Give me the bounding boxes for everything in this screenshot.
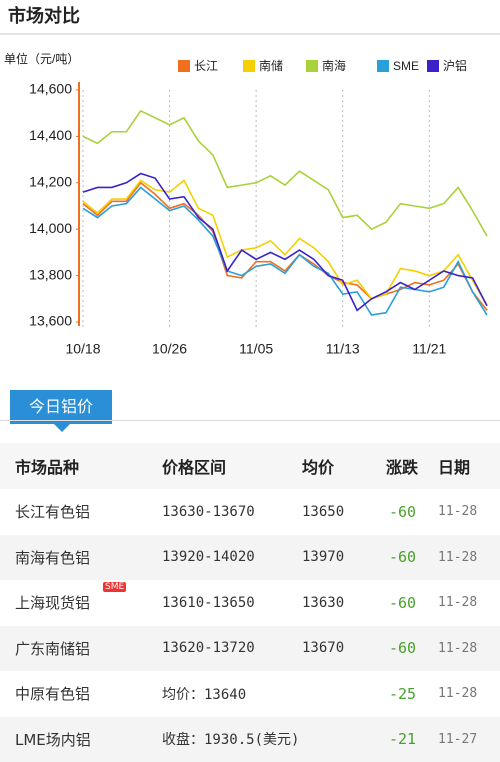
- column-header: 均价: [301, 443, 385, 489]
- x-tick-label: 10/26: [152, 341, 187, 357]
- legend-label: SME: [393, 59, 419, 73]
- cell-change: -60: [385, 535, 437, 581]
- cell-date: 11-27: [437, 717, 500, 762]
- cell-avg: [301, 671, 385, 717]
- cell-date: 11-28: [437, 489, 500, 535]
- column-header: 日期: [437, 443, 500, 489]
- y-tick-label: 14,400: [29, 127, 72, 143]
- cell-change: -60: [385, 489, 437, 535]
- cell-change: -60: [385, 580, 437, 626]
- cell-avg: [301, 717, 385, 762]
- cell-range: 13620-13720: [161, 626, 301, 672]
- legend-label: 南储: [259, 58, 283, 73]
- series-line: [83, 111, 487, 236]
- table-header: 市场品种价格区间均价涨跌日期: [0, 443, 500, 489]
- cell-change: -60: [385, 626, 437, 672]
- y-tick-label: 14,200: [29, 174, 72, 190]
- cell-range: 13610-13650: [161, 580, 301, 626]
- cell-name: 长江有色铝: [0, 489, 161, 535]
- legend-swatch: [243, 60, 255, 72]
- cell-change: -21: [385, 717, 437, 762]
- cell-name: 广东南储铝: [0, 626, 161, 672]
- cell-date: 11-28: [437, 535, 500, 581]
- legend-swatch: [377, 60, 389, 72]
- x-tick-label: 10/18: [65, 341, 100, 357]
- legend-label: 沪铝: [443, 58, 467, 73]
- tab[interactable]: 今日铝价: [10, 390, 112, 424]
- legend-label: 长江: [194, 59, 218, 73]
- badge: SME: [103, 582, 126, 592]
- cell-name: 南海有色铝: [0, 535, 161, 581]
- cell-avg: 13650: [301, 489, 385, 535]
- column-header: 价格区间: [161, 443, 301, 489]
- x-tick-label: 11/21: [412, 341, 446, 357]
- legend-swatch: [427, 60, 439, 72]
- legend-swatch: [306, 60, 318, 72]
- cell-change: -25: [385, 671, 437, 717]
- legend-label: 南海: [322, 58, 346, 73]
- y-tick-label: 14,600: [29, 81, 72, 97]
- x-tick-label: 11/13: [326, 341, 360, 357]
- cell-avg: 13670: [301, 626, 385, 672]
- cell-date: 11-28: [437, 671, 500, 717]
- x-tick-label: 11/05: [239, 341, 273, 357]
- column-header: 涨跌: [385, 443, 437, 489]
- legend-swatch: [178, 60, 190, 72]
- series-line: [83, 174, 487, 311]
- y-tick-label: 14,000: [29, 220, 72, 236]
- cell-avg: 13630: [301, 580, 385, 626]
- cell-avg: 13970: [301, 535, 385, 581]
- column-header: 市场品种: [0, 443, 161, 489]
- chart: 单位（元/吨） 13,600 13,800 14,000 14,200 14,400 14…: [0, 0, 500, 380]
- cell-range: 13920-14020: [161, 535, 301, 581]
- y-tick-label: 13,800: [29, 266, 72, 282]
- y-axis-label: 单位（元/吨）: [4, 51, 79, 66]
- cell-date: 11-28: [437, 580, 500, 626]
- cell-range: 收盘：1930.5(美元): [161, 717, 301, 762]
- y-tick-label: 13,600: [29, 313, 72, 329]
- series-line: [83, 180, 487, 305]
- series-line: [83, 187, 487, 315]
- divider: [0, 420, 500, 421]
- cell-name: 中原有色铝: [0, 671, 161, 717]
- cell-range: 均价：13640: [161, 671, 301, 717]
- cell-range: 13630-13670: [161, 489, 301, 535]
- cell-date: 11-28: [437, 626, 500, 672]
- cell-name: LME场内铝: [0, 717, 161, 762]
